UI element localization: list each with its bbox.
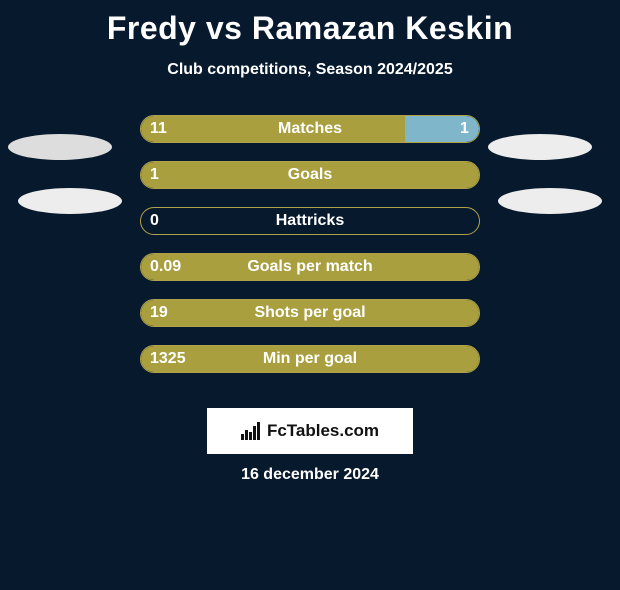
stat-bar-left <box>141 254 479 280</box>
stat-row: Goals1 <box>0 161 620 189</box>
stat-bar-track <box>140 299 480 327</box>
stat-bar-track <box>140 207 480 235</box>
stat-value-left: 11 <box>150 115 167 143</box>
stat-value-left: 1 <box>150 161 159 189</box>
footer-date: 16 december 2024 <box>0 466 620 484</box>
stat-bar-left <box>141 116 405 142</box>
stat-bar-track <box>140 115 480 143</box>
stat-bar-left <box>141 300 479 326</box>
stat-row: Goals per match0.09 <box>0 253 620 281</box>
team-badge <box>8 134 112 160</box>
stat-bar-left <box>141 162 479 188</box>
footer-logo-text: FcTables.com <box>267 421 379 441</box>
stat-bar-track <box>140 161 480 189</box>
stat-bar-track <box>140 253 480 281</box>
bars-icon <box>241 422 261 440</box>
stat-row: Shots per goal19 <box>0 299 620 327</box>
footer-logo: FcTables.com <box>207 408 413 454</box>
team-badge <box>498 188 602 214</box>
team-badge <box>18 188 122 214</box>
page-subtitle: Club competitions, Season 2024/2025 <box>0 61 620 79</box>
team-badge <box>488 134 592 160</box>
stat-value-left: 0 <box>150 207 159 235</box>
stat-value-left: 0.09 <box>150 253 181 281</box>
stat-bar-track <box>140 345 480 373</box>
stat-row: Min per goal1325 <box>0 345 620 373</box>
stat-value-right: 1 <box>460 115 469 143</box>
stat-bar-left <box>141 346 479 372</box>
stat-value-left: 19 <box>150 299 168 327</box>
stat-value-left: 1325 <box>150 345 186 373</box>
page-title: Fredy vs Ramazan Keskin <box>0 10 620 47</box>
